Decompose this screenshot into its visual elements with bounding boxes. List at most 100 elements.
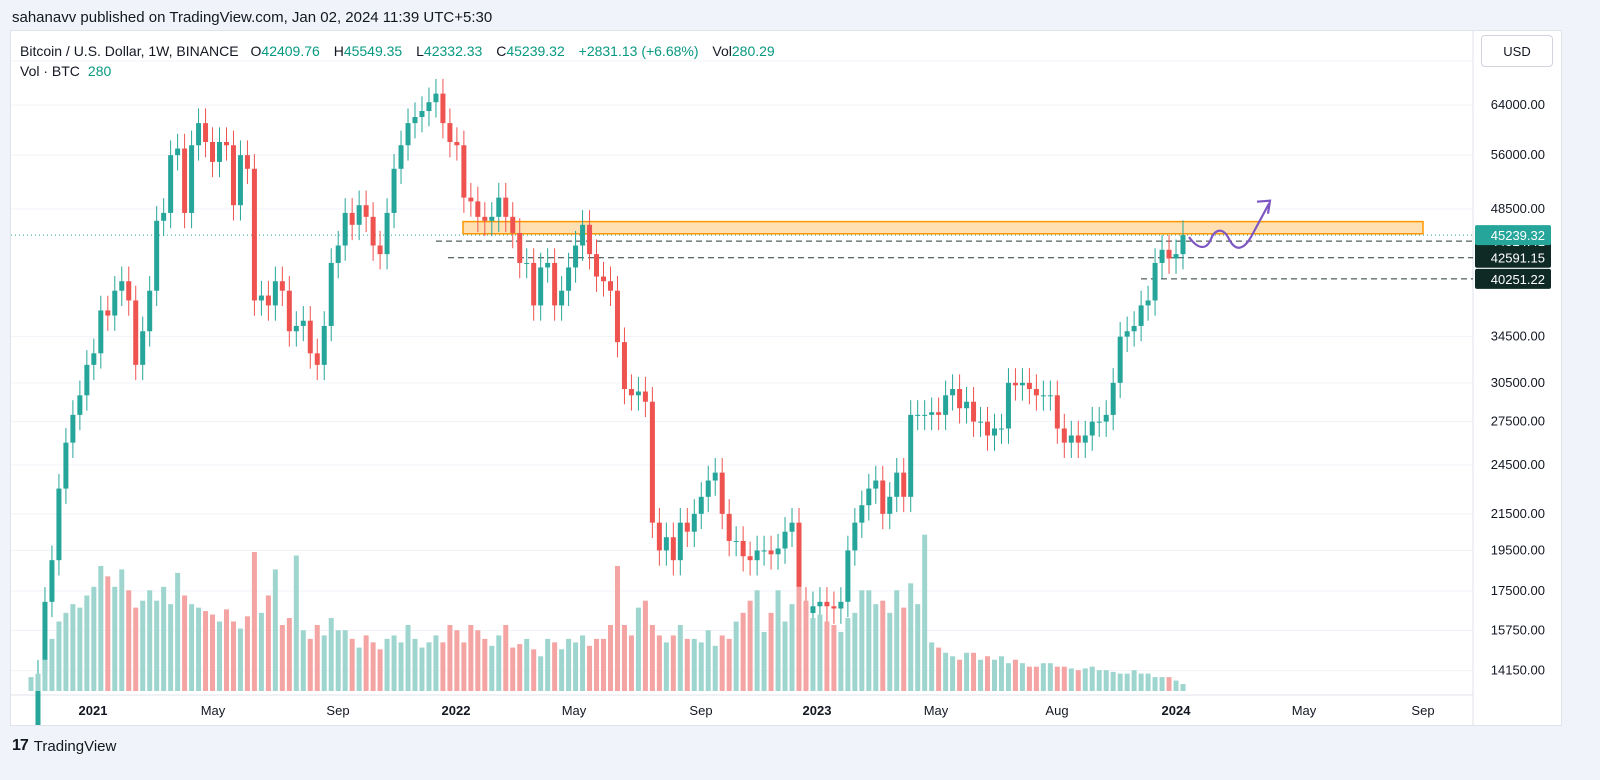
volume-bar bbox=[991, 659, 997, 691]
candle-body bbox=[98, 310, 104, 354]
volume-bar bbox=[594, 638, 600, 691]
candle-body bbox=[1180, 235, 1186, 255]
volume-bars bbox=[28, 534, 1186, 691]
candle-body bbox=[454, 142, 460, 146]
volume-bar bbox=[126, 590, 132, 691]
volume-bar bbox=[691, 638, 697, 691]
x-tick-label: 2021 bbox=[79, 703, 108, 718]
volume-bar bbox=[768, 612, 774, 691]
candle-body bbox=[698, 496, 704, 514]
candle-body bbox=[607, 281, 613, 291]
last-price-tag-text: 45239.32 bbox=[1491, 228, 1545, 243]
candle-body bbox=[691, 513, 697, 532]
candle-body bbox=[991, 428, 997, 436]
volume-bar bbox=[112, 586, 118, 691]
volume-bar bbox=[70, 604, 76, 691]
volume-bar bbox=[866, 590, 872, 691]
candle-body bbox=[189, 145, 195, 213]
volume-bar bbox=[531, 649, 537, 691]
volume-bar bbox=[223, 609, 229, 691]
volume-indicator-label[interactable]: Vol · BTC bbox=[20, 63, 80, 79]
candle-body bbox=[35, 674, 41, 725]
y-tick-label: 14150.00 bbox=[1491, 663, 1545, 678]
candle-body bbox=[894, 472, 900, 497]
candle-body bbox=[1131, 325, 1137, 332]
volume-bar bbox=[824, 621, 830, 691]
candle-body bbox=[42, 601, 48, 675]
x-tick-label: Sep bbox=[326, 703, 349, 718]
volume-bar bbox=[887, 612, 893, 691]
volume-bar bbox=[105, 576, 111, 691]
support-level-tag: 42591.15 bbox=[1475, 247, 1551, 268]
volume-label: Vol bbox=[712, 43, 732, 59]
chart-panel[interactable]: 72000.0064000.0056000.0048500.0034500.00… bbox=[10, 30, 1562, 726]
candle-body bbox=[182, 148, 188, 213]
candle-body bbox=[1012, 382, 1018, 386]
volume-bar bbox=[265, 595, 271, 691]
volume-bar bbox=[1180, 684, 1186, 691]
candle-body bbox=[56, 488, 62, 561]
brand-name[interactable]: TradingView bbox=[33, 737, 117, 755]
open-value: 42409.76 bbox=[261, 43, 320, 59]
volume-bar bbox=[321, 635, 327, 691]
high-label: H bbox=[333, 43, 344, 59]
candle-body bbox=[859, 505, 865, 523]
candle-body bbox=[754, 550, 760, 561]
y-tick-label: 34500.00 bbox=[1491, 329, 1545, 344]
low-label: L bbox=[416, 43, 424, 59]
volume-bar bbox=[901, 607, 907, 691]
volume-bar bbox=[1089, 666, 1095, 691]
volume-bar bbox=[1117, 673, 1123, 691]
candle-body bbox=[161, 212, 167, 221]
candle-body bbox=[300, 320, 306, 326]
volume-bar bbox=[684, 638, 690, 691]
volume-bar bbox=[1138, 673, 1144, 691]
volume-bar bbox=[510, 647, 516, 691]
volume-bar bbox=[175, 572, 181, 691]
candle-body bbox=[370, 216, 376, 246]
candle-body bbox=[726, 513, 732, 541]
volume-bar bbox=[419, 647, 425, 691]
tradingview-logo-icon[interactable]: 17 bbox=[12, 737, 29, 754]
chart-canvas[interactable]: 72000.0064000.0056000.0048500.0034500.00… bbox=[11, 31, 1561, 725]
volume-bar bbox=[35, 673, 41, 691]
projection-arrowhead bbox=[1256, 199, 1272, 214]
volume-bar bbox=[293, 555, 299, 691]
volume-indicator-value: 280 bbox=[87, 63, 112, 79]
volume-bar bbox=[286, 618, 292, 691]
volume-bar bbox=[859, 590, 865, 691]
resistance-zone bbox=[462, 220, 1424, 235]
candle-body bbox=[621, 342, 627, 390]
volume-bar bbox=[1159, 677, 1165, 691]
currency-button[interactable]: USD bbox=[1481, 35, 1553, 67]
symbol-name[interactable]: Bitcoin / U.S. Dollar, 1W, BINANCE bbox=[20, 43, 239, 59]
volume-bar bbox=[573, 642, 579, 691]
volume-bar bbox=[189, 604, 195, 691]
volume-bar bbox=[84, 595, 90, 691]
volume-bar bbox=[677, 625, 683, 691]
volume-bar bbox=[196, 607, 202, 691]
volume-bar bbox=[461, 642, 467, 691]
candle-body bbox=[1152, 262, 1158, 301]
volume-bar bbox=[761, 631, 767, 691]
volume-bar bbox=[412, 638, 418, 691]
candle-body bbox=[112, 290, 118, 316]
y-tick-label: 30500.00 bbox=[1491, 375, 1545, 390]
volume-bar bbox=[670, 635, 676, 691]
candle-body bbox=[775, 548, 781, 555]
volume-bar bbox=[468, 625, 474, 691]
volume-bar bbox=[203, 611, 209, 691]
candle-body bbox=[957, 389, 963, 409]
volume-bar bbox=[42, 659, 48, 691]
candle-body bbox=[1054, 395, 1060, 429]
candle-body bbox=[265, 295, 271, 306]
volume-bar bbox=[1075, 670, 1081, 691]
open-label: O bbox=[250, 43, 262, 59]
chart-legend: Bitcoin / U.S. Dollar, 1W, BINANCE O4240… bbox=[20, 41, 785, 81]
candle-body bbox=[747, 556, 753, 561]
candle-body bbox=[384, 212, 390, 255]
candle-body bbox=[440, 93, 446, 124]
candle-body bbox=[482, 216, 488, 221]
volume-bar bbox=[1103, 670, 1109, 691]
volume-bar bbox=[922, 534, 928, 691]
